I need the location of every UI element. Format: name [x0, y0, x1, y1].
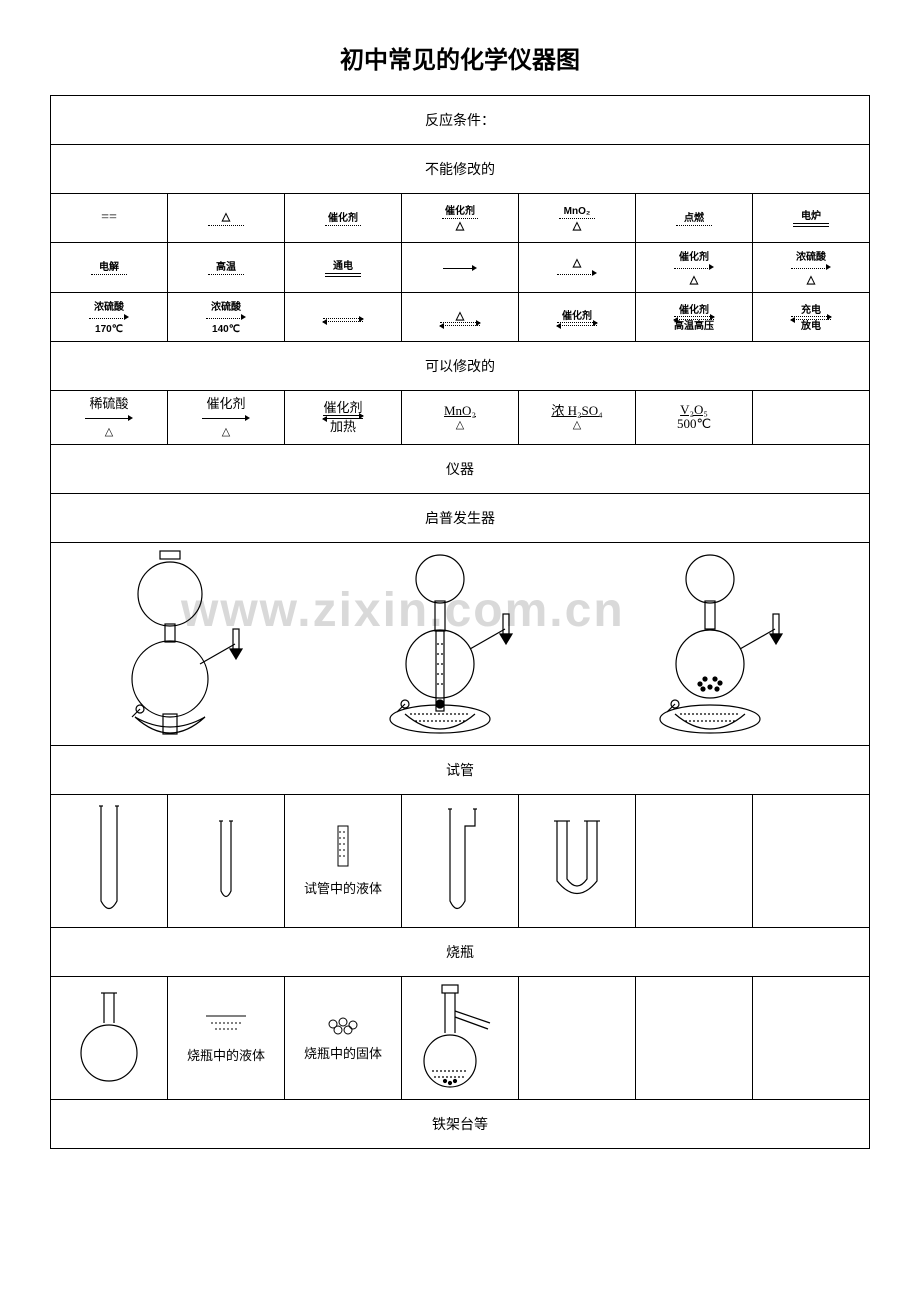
- section-instruments: 仪器: [51, 444, 870, 493]
- section-reaction-conditions: 反应条件：: [51, 96, 870, 145]
- kipp-generator-solid-icon: [645, 549, 815, 739]
- cond-e-c4: MnO₂△: [402, 391, 519, 445]
- flask-liquid-label: 烧瓶中的液体: [172, 1045, 280, 1064]
- test-tube-bent-icon: [435, 801, 485, 921]
- section-editable: 可以修改的: [51, 342, 870, 391]
- test-tube-2: [168, 794, 285, 927]
- section-iron-stand: 铁架台等: [51, 1099, 870, 1148]
- cond-e-c7: [753, 391, 870, 445]
- cond-r2-c2: 高温: [168, 243, 285, 293]
- u-tube: [519, 794, 636, 927]
- test-tube-liquid: 试管中的液体: [285, 794, 402, 927]
- flask-liquid: 烧瓶中的液体: [168, 976, 285, 1099]
- cond-r2-c5: △: [519, 243, 636, 293]
- section-flask: 烧瓶: [51, 927, 870, 976]
- flask-solid-icon: [323, 1014, 363, 1039]
- cond-r1-c2: △: [168, 194, 285, 243]
- test-tube-small-icon: [211, 816, 241, 906]
- cond-r3-c2: 浓硫酸140℃: [168, 293, 285, 342]
- cond-r3-c3: [285, 293, 402, 342]
- distilling-flask-icon: [420, 983, 500, 1093]
- cond-r2-c6: 催化剂△: [636, 243, 753, 293]
- cond-r1-c5: MnO₂△: [519, 194, 636, 243]
- cond-e-c2: 催化剂△: [168, 391, 285, 445]
- page-title: 初中常见的化学仪器图: [50, 40, 870, 75]
- cond-r2-c4: [402, 243, 519, 293]
- cond-r3-c7: 充电放电: [753, 293, 870, 342]
- kipp-generator-icon: [105, 549, 275, 739]
- test-tube-empty-1: [636, 794, 753, 927]
- kipp-images-row: www.zixin.com.cn: [51, 542, 870, 745]
- cond-r2-c1: 电解: [51, 243, 168, 293]
- test-tube-liquid-label: 试管中的液体: [289, 878, 397, 897]
- section-non-editable: 不能修改的: [51, 145, 870, 194]
- round-flask-icon: [79, 988, 139, 1088]
- cond-r3-c1: 浓硫酸170℃: [51, 293, 168, 342]
- section-kipp: 启普发生器: [51, 493, 870, 542]
- cond-r1-c6: 点燃: [636, 194, 753, 243]
- distilling-flask: [402, 976, 519, 1099]
- main-table: 反应条件： 不能修改的 == △ 催化剂 催化剂△ MnO₂△ 点燃 电炉 电解…: [50, 95, 870, 1149]
- cond-r2-c3: 通电: [285, 243, 402, 293]
- cond-e-c3: 催化剂加热: [285, 391, 402, 445]
- flask-solid: 烧瓶中的固体: [285, 976, 402, 1099]
- cond-r3-c4: △: [402, 293, 519, 342]
- flask-empty-1: [519, 976, 636, 1099]
- section-test-tube: 试管: [51, 745, 870, 794]
- cond-e-c5: 浓 H₂SO₄△: [519, 391, 636, 445]
- cond-r3-c5: 催化剂: [519, 293, 636, 342]
- cond-r1-c4: 催化剂△: [402, 194, 519, 243]
- test-tube-icon: [89, 801, 129, 921]
- flask-solid-label: 烧瓶中的固体: [289, 1043, 397, 1062]
- u-tube-icon: [542, 811, 612, 911]
- cond-r3-c6: 催化剂高温高压: [636, 293, 753, 342]
- flask-liquid-icon: [201, 1011, 251, 1041]
- cond-e-c6: V₂O₅500℃: [636, 391, 753, 445]
- kipp-generator-liquid-icon: [375, 549, 545, 739]
- test-tube-liquid-icon: [328, 824, 358, 874]
- test-tube-empty-2: [753, 794, 870, 927]
- flask-empty-3: [753, 976, 870, 1099]
- cond-r1-c7: 电炉: [753, 194, 870, 243]
- flask-round: [51, 976, 168, 1099]
- test-tube-bent: [402, 794, 519, 927]
- test-tube-1: [51, 794, 168, 927]
- cond-e-c1: 稀硫酸△: [51, 391, 168, 445]
- cond-r1-c3: 催化剂: [285, 194, 402, 243]
- flask-empty-2: [636, 976, 753, 1099]
- cond-r2-c7: 浓硫酸△: [753, 243, 870, 293]
- cond-r1-c1: ==: [51, 194, 168, 243]
